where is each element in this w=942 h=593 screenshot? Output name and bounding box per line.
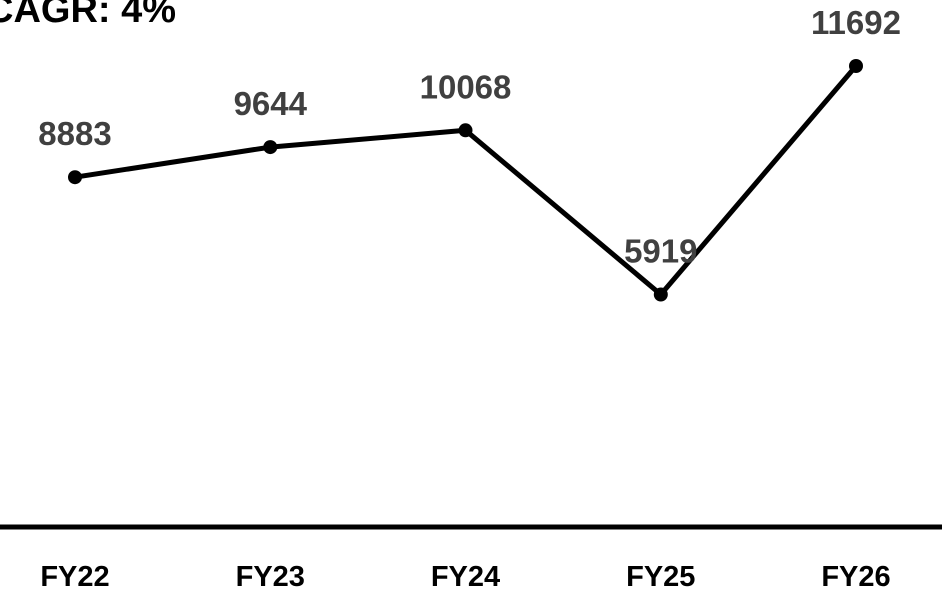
data-point-fy22 — [68, 170, 82, 185]
data-point-fy26 — [849, 59, 863, 73]
series-layer — [68, 59, 863, 302]
chart-title: CAGR: 4% — [0, 0, 176, 31]
data-label-fy26: 11692 — [811, 4, 901, 41]
data-label-fy22: 8883 — [38, 115, 111, 152]
x-tick-label-fy22: FY22 — [40, 561, 109, 593]
data-labels-layer: 8883 9644 10068 5919 11692 — [38, 4, 901, 270]
x-tick-label-fy23: FY23 — [236, 561, 305, 593]
data-point-fy25 — [653, 287, 668, 302]
x-tick-label-fy26: FY26 — [821, 561, 890, 593]
data-label-fy25: 5919 — [624, 233, 697, 270]
data-point-fy24 — [458, 123, 473, 138]
x-tick-label-fy25: FY25 — [626, 561, 695, 593]
data-label-fy23: 9644 — [234, 85, 308, 122]
x-tick-label-fy24: FY24 — [431, 561, 500, 593]
x-tick-labels-layer: FY22 FY23 FY24 FY25 FY26 — [40, 561, 890, 593]
data-point-fy23 — [263, 140, 278, 155]
data-label-fy24: 10068 — [420, 68, 512, 105]
